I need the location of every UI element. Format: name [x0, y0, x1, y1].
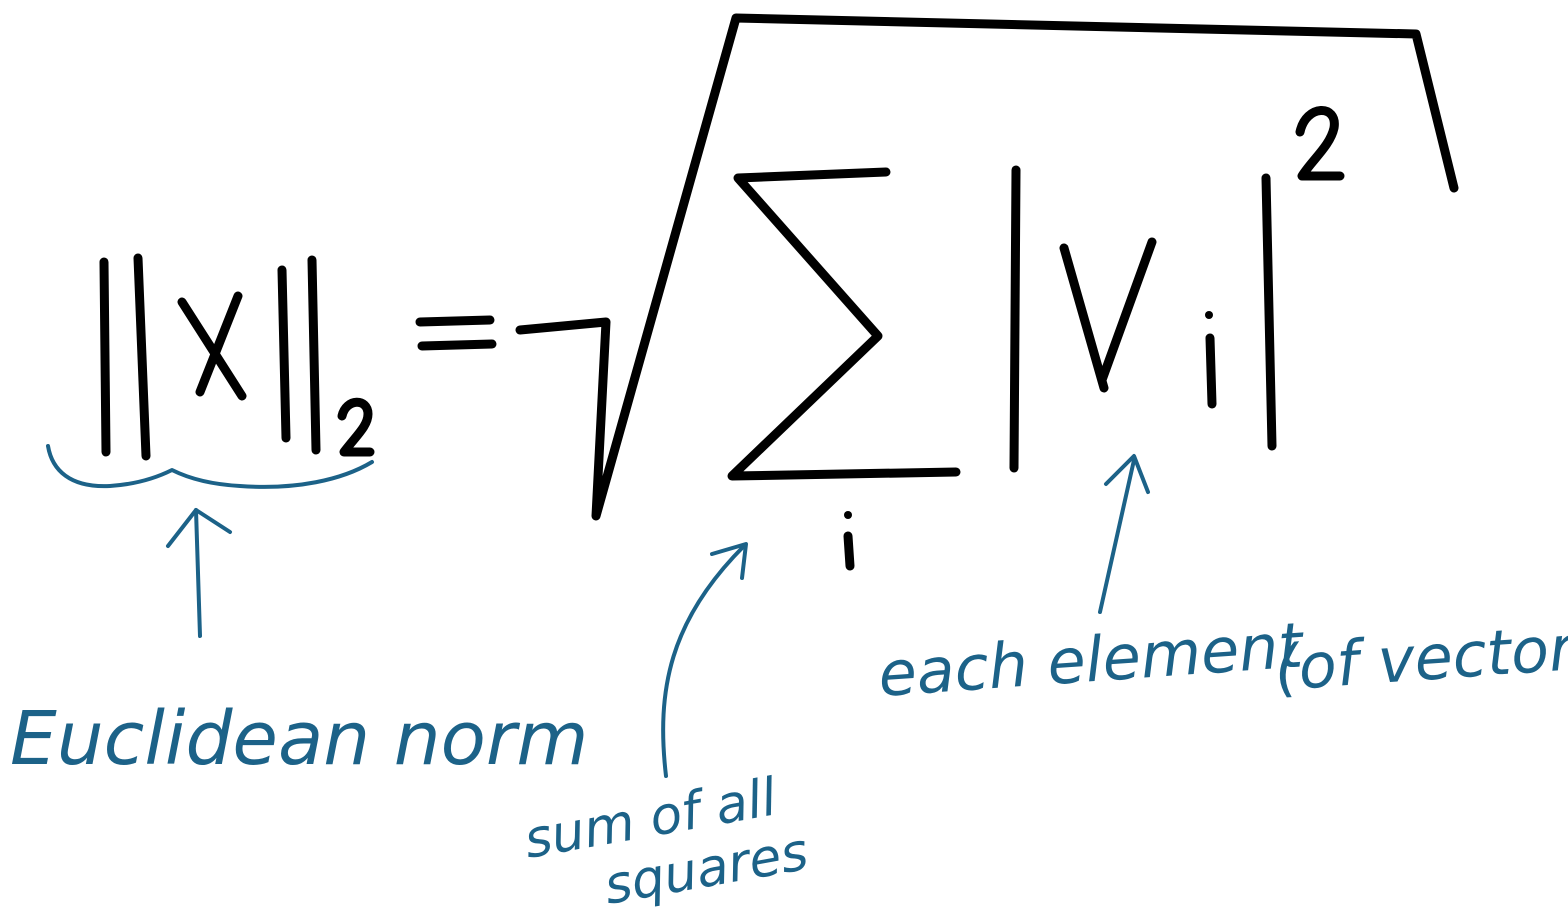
- element-subscript-i-dot: [1205, 311, 1213, 319]
- formula-text-layer: X 2 = i X i 2: [0, 0, 1, 1]
- annotation-text: Euclidean norm sum of all squares each e…: [10, 608, 1568, 914]
- euclidean-norm-label: Euclidean norm: [10, 696, 588, 782]
- arrow-to-sum-head: [710, 542, 748, 580]
- arrow-to-norm-head: [166, 508, 232, 548]
- norm-left-bar-outer: [99, 257, 111, 457]
- annotations: [46, 444, 1150, 778]
- summation-sigma: [727, 167, 961, 481]
- arrow-to-element-head: [1104, 454, 1150, 494]
- sum-index-i-dot: [844, 511, 852, 519]
- element-variable-x-stroke-2: [1097, 237, 1157, 385]
- abs-right-bar: [1261, 173, 1277, 451]
- norm-left-bar-inner: [133, 253, 151, 461]
- formula-exponent: 2: [0, 0, 1, 1]
- equals-top-line: [415, 315, 495, 327]
- norm-variable-x-stroke-1: [177, 297, 247, 401]
- norm-right-bar-inner: [307, 255, 321, 455]
- norm-variable-x-stroke-2: [195, 291, 243, 397]
- equals-bottom-line: [417, 339, 497, 351]
- square-root-sign: [515, 13, 1459, 521]
- arrow-to-element-shaft: [1098, 458, 1136, 614]
- element-subscript-i-stem: [1205, 333, 1217, 409]
- arrow-to-norm-shaft: [194, 508, 202, 638]
- element-variable-x-stroke-1: [1059, 243, 1109, 393]
- norm-right-bar-outer: [277, 265, 291, 443]
- sum-index-i-stem: [843, 531, 855, 571]
- arrow-to-sum-shaft: [661, 544, 746, 778]
- each-element-label: each element: [876, 608, 1308, 711]
- formula: [99, 13, 1459, 571]
- underbrace: [46, 444, 374, 489]
- norm-subscript-2: [337, 397, 375, 457]
- abs-left-bar: [1009, 165, 1021, 473]
- of-vector-label: (of vector): [1272, 610, 1568, 705]
- exponent-2: [1295, 106, 1345, 181]
